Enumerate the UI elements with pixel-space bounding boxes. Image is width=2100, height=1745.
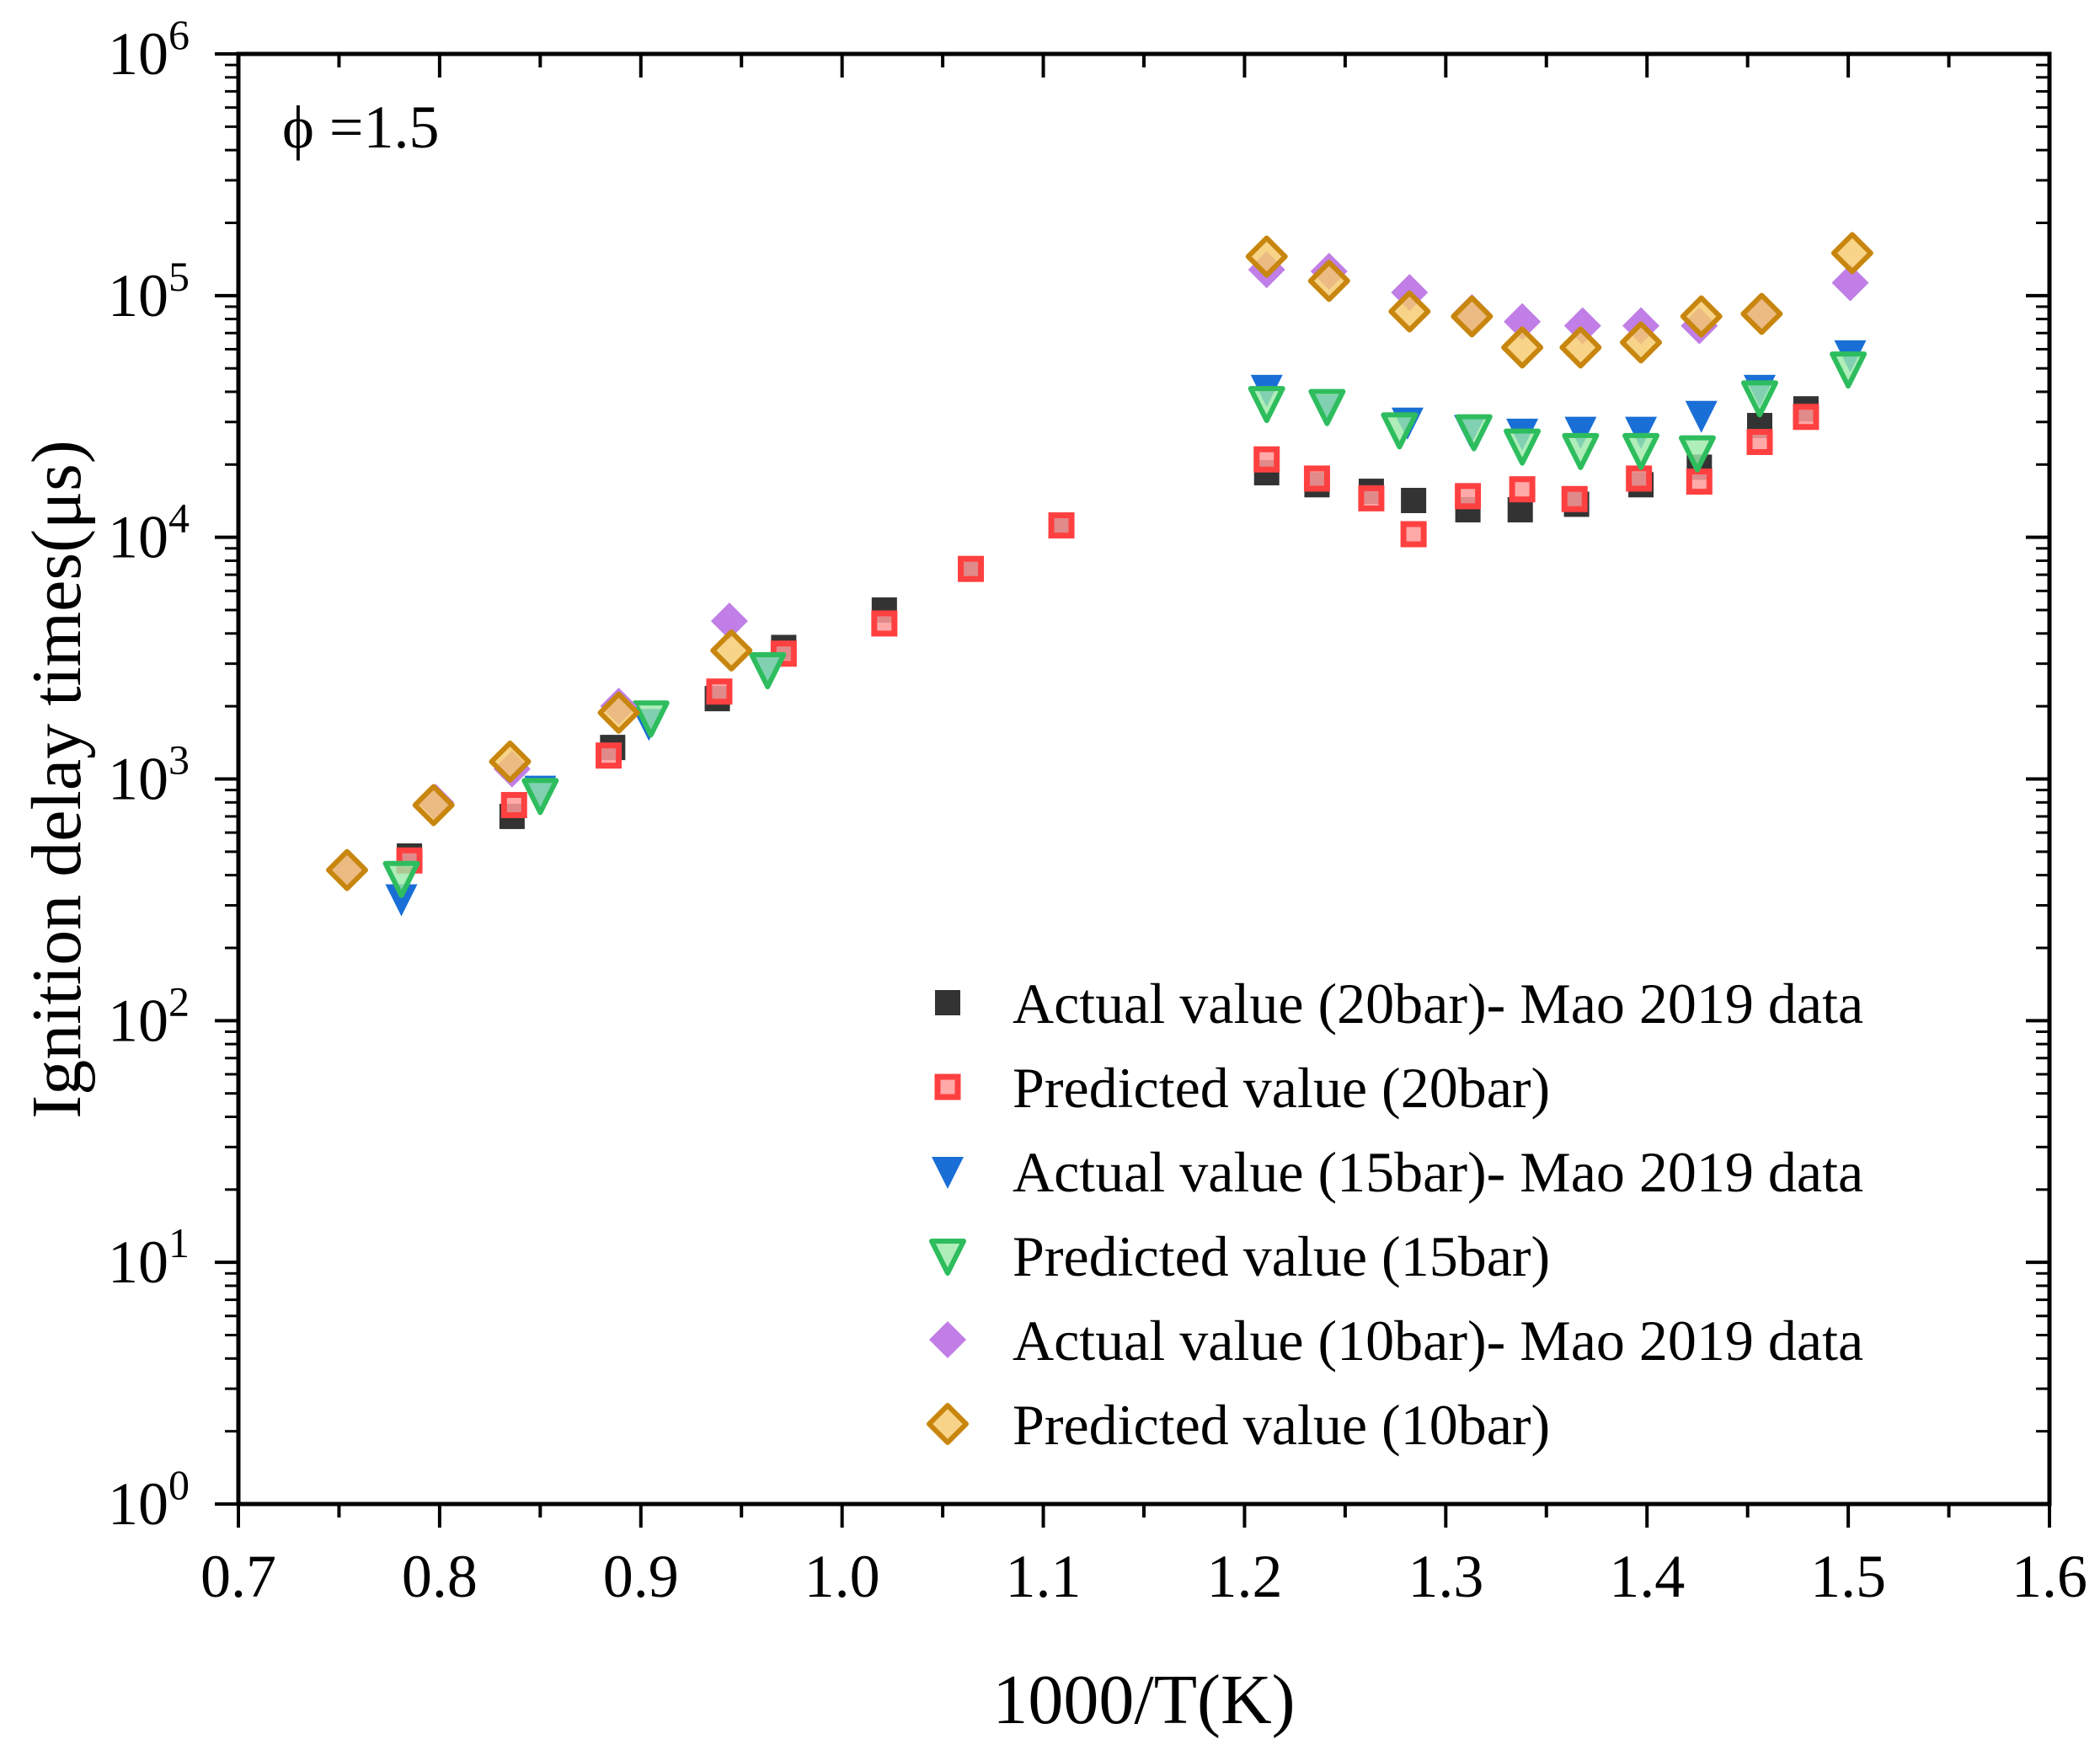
data-point <box>871 610 898 637</box>
data-point <box>326 848 368 891</box>
data-point <box>1678 435 1716 473</box>
data-point <box>1308 388 1346 426</box>
data-point <box>710 602 748 640</box>
data-point <box>1686 468 1713 495</box>
series-2 <box>385 340 1867 917</box>
data-point <box>1400 521 1427 548</box>
data-point <box>1048 512 1075 539</box>
data-point <box>1622 432 1660 470</box>
data-point <box>1303 465 1330 492</box>
data-point <box>1559 326 1602 369</box>
x-tick-label: 1.2 <box>1206 1543 1282 1610</box>
data-point <box>382 860 420 898</box>
y-tick-label: 105 <box>108 253 190 329</box>
series-0 <box>397 396 1819 869</box>
x-tick-label: 1.1 <box>1006 1543 1082 1610</box>
legend-label: Actual value (20bar)- Mao 2019 data <box>1013 972 1863 1036</box>
y-tick-label: 101 <box>108 1219 190 1296</box>
legend-label: Actual value (10bar)- Mao 2019 data <box>1013 1309 1863 1373</box>
data-point <box>1793 404 1819 431</box>
data-point <box>1830 232 1873 275</box>
x-axis-title: 1000/T(K) <box>992 1661 1295 1739</box>
data-point <box>1680 295 1723 338</box>
data-point <box>1509 476 1536 503</box>
data-point <box>1401 487 1427 513</box>
data-point <box>597 691 640 734</box>
data-point <box>706 678 733 705</box>
legend-marker <box>927 1403 969 1445</box>
data-point <box>1501 326 1544 369</box>
y-axis-title: Ignition delay times(μs) <box>18 440 96 1119</box>
legend-marker <box>934 1073 961 1100</box>
data-point <box>1685 400 1718 433</box>
data-point <box>1307 260 1350 302</box>
data-point <box>1746 429 1773 456</box>
x-tick-label: 1.6 <box>2012 1543 2087 1610</box>
series-3 <box>382 351 1868 898</box>
x-tick-label: 0.8 <box>402 1543 478 1610</box>
axis-ticks <box>215 52 2051 1528</box>
x-tick-label: 0.9 <box>603 1543 679 1610</box>
phi-annotation: ϕ =1.5 <box>282 94 440 161</box>
data-point <box>710 629 753 672</box>
x-tick-label: 0.7 <box>200 1543 276 1610</box>
x-tick-label: 1.3 <box>1408 1543 1483 1610</box>
y-tick-label: 100 <box>108 1461 190 1538</box>
data-point <box>1620 321 1663 364</box>
data-point <box>1741 380 1778 418</box>
data-point <box>1455 483 1482 510</box>
series-5 <box>326 232 1873 891</box>
data-point <box>1381 412 1419 450</box>
data-point <box>1564 416 1597 449</box>
data-point <box>1561 485 1588 512</box>
data-point <box>1248 386 1285 424</box>
series-1 <box>396 404 1819 874</box>
data-point <box>749 652 787 690</box>
x-tick-label: 1.4 <box>1609 1543 1685 1610</box>
plot-area-frame <box>236 51 2052 1507</box>
data-point <box>1504 302 1542 340</box>
legend-label: Predicted value (20bar) <box>1013 1056 1550 1120</box>
data-point <box>500 791 527 818</box>
legend-label: Predicted value (10bar) <box>1013 1393 1550 1457</box>
data-point <box>1358 484 1385 511</box>
data-point <box>596 742 623 769</box>
y-tick-label: 102 <box>108 977 190 1054</box>
data-point <box>1245 235 1288 278</box>
data-point <box>1455 414 1493 452</box>
x-tick-label: 1.5 <box>1810 1543 1886 1610</box>
data-marks <box>326 232 1873 917</box>
y-tick-label: 103 <box>108 736 190 813</box>
y-tick-label: 104 <box>108 495 190 571</box>
legend-label: Predicted value (15bar) <box>1013 1224 1550 1288</box>
legend-label: Actual value (15bar)- Mao 2019 data <box>1013 1140 1863 1204</box>
data-point <box>958 555 985 582</box>
data-point <box>632 700 670 738</box>
data-point <box>1388 290 1431 333</box>
legend-marker <box>929 1321 966 1358</box>
data-point <box>489 740 532 783</box>
tick-labels: 0.7 0.8 0.9 1.0 1.1 1.2 1.3 1.4 1.5 1.6 100 101 102 1… <box>108 11 2087 1610</box>
legend-marker <box>932 1157 964 1189</box>
y-tick-label: 106 <box>108 11 190 88</box>
data-point <box>1831 264 1869 302</box>
legend: Actual value (20bar)- Mao 2019 data Predi… <box>927 972 1863 1457</box>
data-point <box>412 784 455 827</box>
data-point <box>521 778 559 816</box>
x-tick-label: 1.0 <box>804 1543 880 1610</box>
data-point <box>1625 416 1658 449</box>
legend-marker <box>929 1239 966 1276</box>
data-point <box>1451 295 1494 338</box>
data-point <box>1626 465 1653 492</box>
data-point <box>1562 432 1600 470</box>
data-point <box>1830 351 1868 389</box>
data-point <box>1504 428 1542 466</box>
data-point <box>385 884 418 917</box>
data-point <box>1253 446 1280 473</box>
data-point <box>1740 292 1783 335</box>
legend-marker <box>935 990 960 1015</box>
